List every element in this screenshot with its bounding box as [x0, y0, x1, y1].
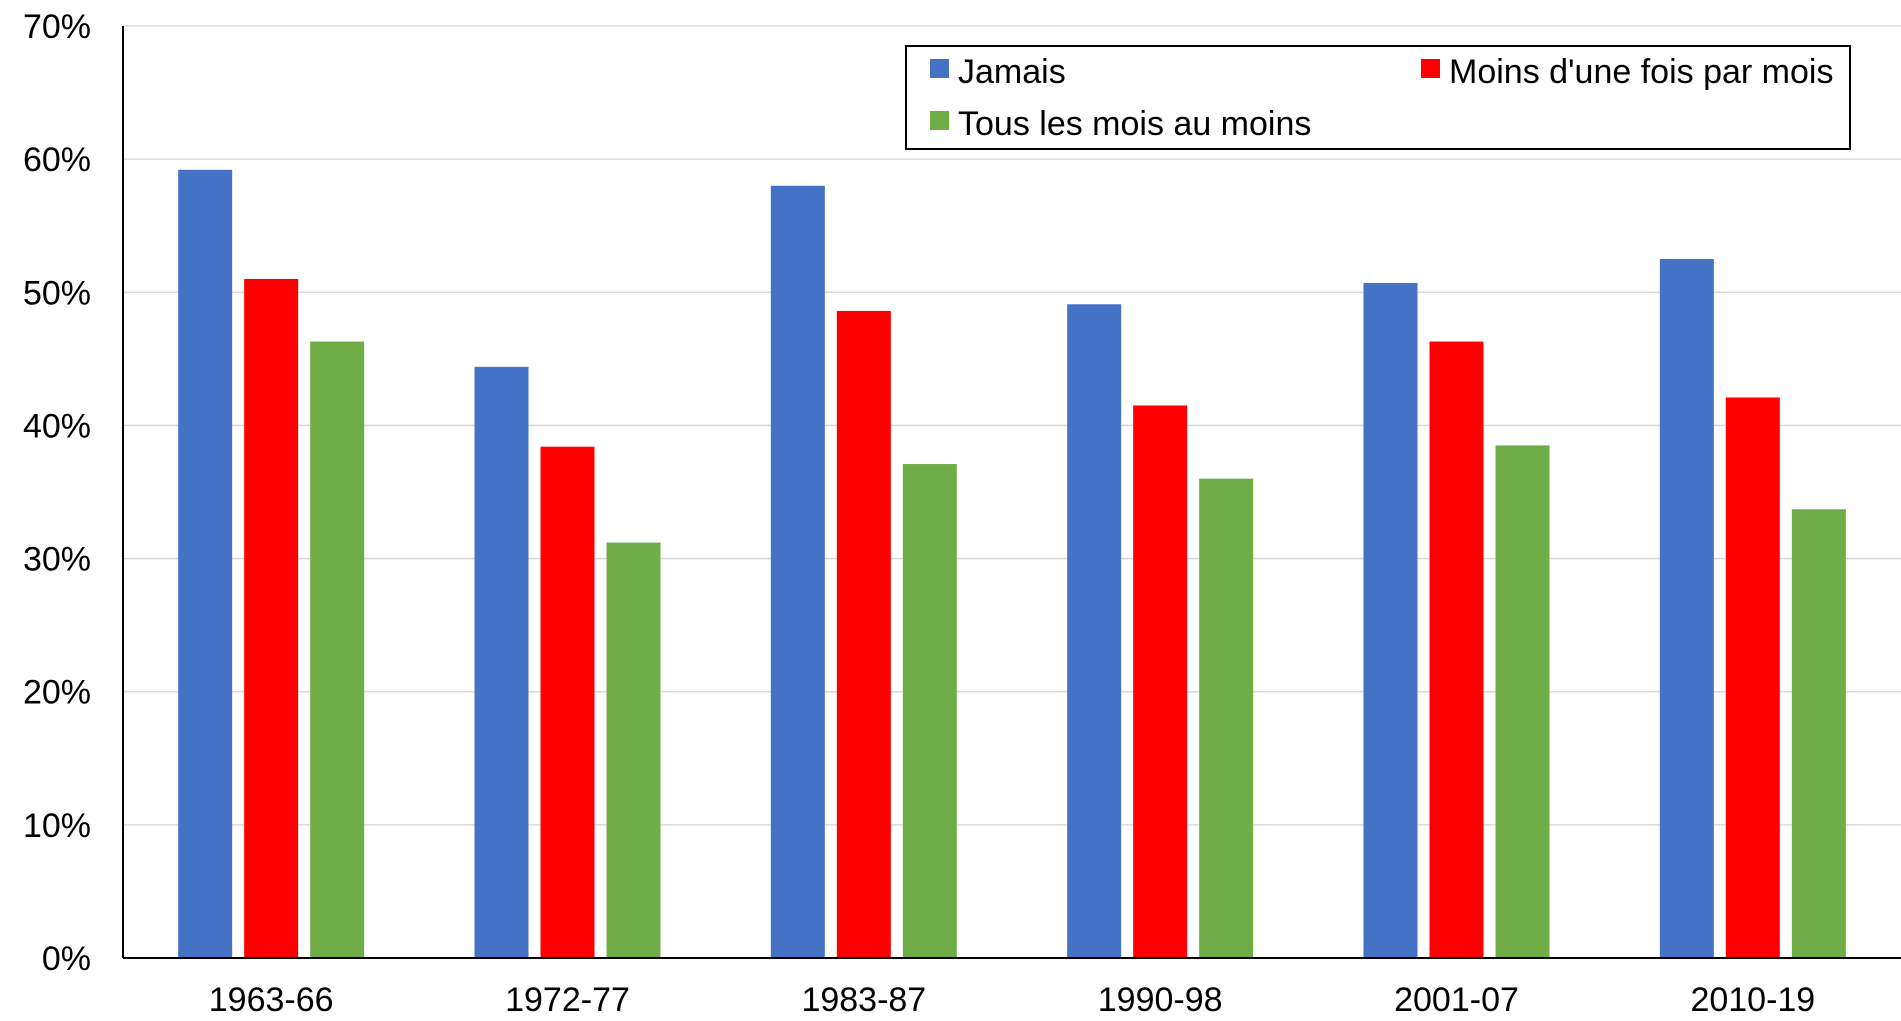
- bar: [1495, 445, 1550, 958]
- y-tick-label: 50%: [23, 274, 91, 312]
- y-tick-label: 30%: [23, 541, 91, 579]
- legend-swatch: [930, 59, 949, 78]
- bar: [1363, 282, 1418, 959]
- bar: [902, 464, 957, 958]
- y-tick-label: 60%: [23, 141, 91, 179]
- legend-item: Tous les mois au moins: [930, 105, 1311, 143]
- bar: [1659, 259, 1714, 958]
- axes: [122, 26, 1901, 959]
- bar: [770, 185, 825, 958]
- bar: [1791, 509, 1846, 958]
- x-tick-label: 2010-19: [1690, 981, 1815, 1019]
- bar: [1133, 405, 1188, 958]
- bars: [178, 169, 1846, 959]
- bar: [540, 446, 595, 958]
- legend-label: Tous les mois au moins: [958, 105, 1311, 143]
- legend-label: Jamais: [958, 53, 1066, 91]
- legend-item: Jamais: [930, 53, 1066, 91]
- y-tick-label: 20%: [23, 674, 91, 712]
- legend-label: Moins d'une fois par mois: [1449, 53, 1833, 91]
- y-tick-label: 10%: [23, 807, 91, 845]
- x-tick-label: 1990-98: [1098, 981, 1223, 1019]
- y-tick-label: 70%: [23, 8, 91, 46]
- bar: [474, 366, 529, 958]
- bar: [178, 169, 233, 958]
- x-tick-label: 1983-87: [801, 981, 926, 1019]
- bar: [1725, 397, 1780, 958]
- bar: [1429, 341, 1484, 958]
- x-tick-label: 1963-66: [209, 981, 334, 1019]
- tick-labels: 0% 10% 20% 30% 40% 50% 60% 70% 1963-66 1972-77 198…: [23, 8, 1815, 1019]
- bar: [310, 341, 365, 958]
- bar: [606, 542, 661, 958]
- x-tick-label: 2001-07: [1394, 981, 1519, 1019]
- bar: [1199, 478, 1254, 958]
- legend-box: [905, 45, 1851, 150]
- legend: Jamais Moins d'une fois par mois Tous les …: [905, 45, 1851, 150]
- bar: [836, 310, 891, 958]
- bar: [1067, 304, 1122, 959]
- x-tick-label: 1972-77: [505, 981, 630, 1019]
- gridlines: [123, 25, 1901, 826]
- y-tick-label: 40%: [23, 407, 91, 445]
- legend-item: Moins d'une fois par mois: [1421, 53, 1833, 91]
- y-tick-label: 0%: [42, 940, 91, 978]
- legend-swatch: [1421, 59, 1440, 78]
- bar: [244, 278, 299, 958]
- legend-swatch: [930, 111, 949, 130]
